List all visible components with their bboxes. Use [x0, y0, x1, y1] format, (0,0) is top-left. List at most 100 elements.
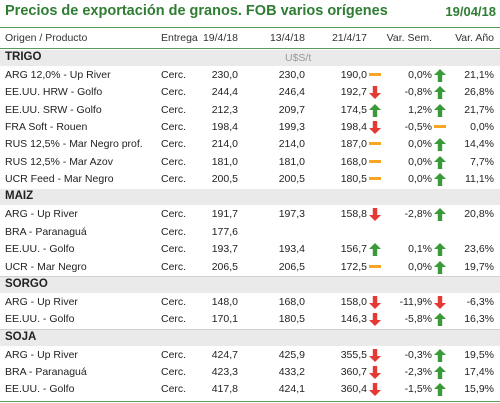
- header-product: Origen / Producto: [5, 32, 88, 44]
- cell-price-year: 198,4: [340, 121, 367, 134]
- cell-price-week: 424,1: [278, 383, 305, 396]
- table-row: EE.UU. HRW - Golfo Cerc. 244,4 246,4 192,7 -0…: [0, 84, 500, 101]
- table-row: EE.UU. SRW - Golfo Cerc. 212,3 209,7 174,5 1,…: [0, 102, 500, 119]
- arrow-down-icon: [369, 365, 381, 379]
- header-entrega: Entrega: [161, 32, 198, 44]
- arrow-up-icon: [434, 138, 446, 152]
- flat-dash-icon: [369, 73, 381, 76]
- cell-product: RUS 12,5% - Mar Negro prof.: [5, 138, 143, 151]
- cell-var-anio: 14,4%: [464, 138, 494, 151]
- arrow-up-icon: [434, 348, 446, 362]
- section-name: SOJA: [5, 330, 37, 343]
- cell-entrega: Cerc.: [161, 365, 187, 378]
- cell-price-year: 174,5: [340, 103, 367, 116]
- cell-entrega: Cerc.: [161, 383, 187, 396]
- arrow-up-icon: [434, 313, 446, 327]
- section-unit: U$S/t: [285, 52, 312, 64]
- cell-entrega: Cerc.: [161, 208, 187, 221]
- header-date-week: 13/4/18: [269, 32, 305, 44]
- arrow-up-icon: [434, 69, 446, 82]
- cell-price-year: 360,7: [340, 365, 367, 378]
- cell-price-week: 181,0: [278, 155, 305, 168]
- table-row: EE.UU. - Golfo Cerc. 170,1 180,5 146,3 -5,8% 1…: [0, 311, 500, 328]
- cell-price-current: 244,4: [211, 86, 238, 99]
- cell-var-sem: 1,2%: [408, 103, 432, 116]
- table-row: ARG 12,0% - Up River Cerc. 230,0 230,0 190,0…: [0, 67, 500, 84]
- cell-price-week: 200,5: [278, 173, 305, 186]
- cell-product: EE.UU. - Golfo: [5, 383, 75, 396]
- cell-product: ARG - Up River: [5, 295, 78, 308]
- arrow-up-icon: [434, 243, 446, 257]
- cell-var-anio: 15,9%: [464, 383, 494, 396]
- table-row: FRA Soft - Rouen Cerc. 198,4 199,3 198,4 -0,5…: [0, 119, 500, 136]
- title-row: Precios de exportación de granos. FOB va…: [0, 0, 500, 24]
- flat-dash-icon: [369, 177, 381, 181]
- cell-price-week: 197,3: [278, 208, 305, 221]
- cell-product: EE.UU. - Golfo: [5, 313, 75, 326]
- cell-var-sem: -5,8%: [404, 313, 432, 326]
- cell-price-year: 192,7: [340, 86, 367, 99]
- table-row: UCR - Mar Negro Cerc. 206,5 206,5 172,5 0,0% 1…: [0, 259, 500, 276]
- table-row: UCR Feed - Mar Negro Cerc. 200,5 200,5 180,5…: [0, 171, 500, 188]
- top-rule: [0, 27, 500, 28]
- table-row: BRA - Paranaguá Cerc. 177,6: [0, 224, 500, 241]
- cell-var-anio: 21,1%: [464, 69, 494, 81]
- cell-var-anio: 11,1%: [465, 173, 494, 186]
- cell-product: RUS 12,5% - Mar Azov: [5, 155, 113, 168]
- cell-entrega: Cerc.: [161, 295, 187, 308]
- cell-price-year: 190,0: [340, 69, 367, 81]
- cell-price-week: 193,4: [278, 243, 305, 256]
- cell-var-sem: -11,9%: [399, 295, 433, 308]
- cell-price-week: 168,0: [278, 295, 305, 308]
- arrow-up-icon: [434, 86, 446, 100]
- cell-product: BRA - Paranaguá: [5, 365, 87, 378]
- cell-var-anio: -6,3%: [466, 295, 494, 308]
- cell-price-year: 180,5: [340, 173, 367, 186]
- cell-price-year: 158,8: [340, 208, 367, 221]
- cell-price-current: 193,7: [211, 243, 238, 256]
- cell-var-anio: 7,7%: [470, 155, 494, 168]
- cell-price-year: 187,0: [340, 138, 367, 151]
- arrow-down-icon: [369, 295, 381, 309]
- cell-price-year: 146,3: [340, 313, 367, 326]
- section-header-trigo: TRIGO U$S/t: [0, 50, 500, 66]
- cell-var-sem: -2,8%: [404, 208, 432, 221]
- cell-var-anio: 16,3%: [464, 313, 494, 326]
- cell-price-current: 177,6: [211, 225, 238, 238]
- header-var-anio: Var. Año: [455, 32, 494, 44]
- arrow-down-icon: [369, 383, 381, 397]
- section-name: TRIGO: [5, 51, 42, 63]
- cell-price-year: 360,4: [340, 383, 367, 396]
- section-name: MAIZ: [5, 190, 34, 203]
- cell-var-sem: -0,5%: [404, 121, 432, 134]
- cell-entrega: Cerc.: [161, 313, 187, 326]
- section-header-sorgo: SORGO: [0, 276, 500, 293]
- cell-entrega: Cerc.: [161, 243, 187, 256]
- section-header-soja: SOJA: [0, 329, 500, 346]
- cell-price-current: 214,0: [211, 138, 238, 151]
- arrow-up-icon: [434, 208, 446, 222]
- cell-price-week: 206,5: [278, 260, 305, 273]
- cell-var-sem: -0,8%: [404, 86, 432, 99]
- page-title: Precios de exportación de granos. FOB va…: [5, 3, 388, 19]
- arrow-up-icon: [434, 365, 446, 379]
- cell-var-sem: 0,0%: [408, 260, 432, 273]
- cell-var-sem: 0,1%: [408, 243, 432, 256]
- column-header-row: Origen / Producto Entrega 19/4/18 13/4/1…: [0, 29, 500, 48]
- cell-price-current: 170,1: [211, 313, 238, 326]
- arrow-up-icon: [434, 155, 446, 169]
- arrow-up-icon: [434, 383, 446, 397]
- cell-entrega: Cerc.: [161, 260, 187, 273]
- cell-price-current: 206,5: [211, 260, 238, 273]
- cell-product: EE.UU. HRW - Golfo: [5, 86, 103, 99]
- section-name: SORGO: [5, 277, 48, 290]
- cell-entrega: Cerc.: [161, 103, 187, 116]
- table-row: RUS 12,5% - Mar Azov Cerc. 181,0 181,0 168,0…: [0, 154, 500, 171]
- arrow-down-icon: [369, 348, 381, 362]
- cell-price-week: 246,4: [278, 86, 305, 99]
- flat-dash-icon: [369, 159, 381, 163]
- cell-var-sem: 0,0%: [408, 69, 432, 81]
- arrow-down-icon: [369, 313, 381, 327]
- cell-price-week: 425,9: [278, 348, 305, 361]
- cell-var-anio: 23,6%: [464, 243, 494, 256]
